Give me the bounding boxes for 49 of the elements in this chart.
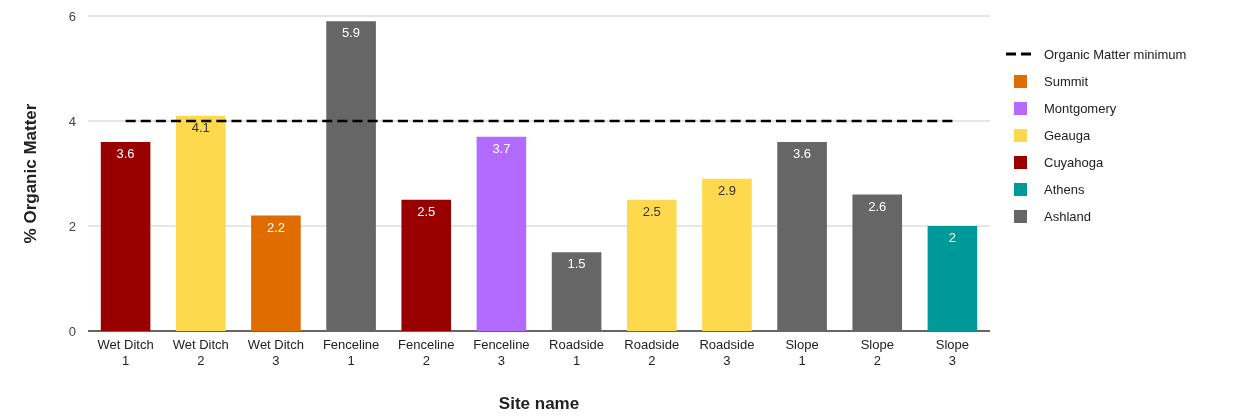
bar — [401, 199, 452, 331]
legend-label: Montgomery — [1044, 100, 1117, 116]
data-label: 3.7 — [492, 140, 511, 156]
x-tick-label: Roadside 2 — [624, 337, 680, 368]
x-tick-label: Wet Ditch 2 — [172, 337, 229, 368]
x-tick-label: Fenceline 2 — [398, 337, 455, 368]
bar — [100, 142, 151, 331]
x-tick-label: Slope 1 — [785, 337, 819, 368]
data-label: 2.2 — [266, 219, 285, 235]
x-tick-label: Slope 3 — [935, 337, 970, 368]
x-tick-label: Fenceline 3 — [473, 337, 530, 368]
x-tick-label: Fenceline 1 — [322, 337, 380, 368]
y-tick-label: 6 — [68, 8, 76, 24]
bar — [175, 115, 226, 331]
legend-label: Organic Matter minimum — [1044, 46, 1187, 62]
data-label: 2.6 — [868, 198, 887, 214]
legend-label: Summit — [1044, 73, 1089, 89]
legend-label: Cuyahoga — [1044, 154, 1105, 170]
bar — [626, 199, 677, 331]
x-tick-label: Wet Ditch 3 — [247, 337, 304, 368]
bar — [702, 178, 752, 331]
data-label: 2.9 — [717, 182, 736, 198]
bar — [251, 215, 301, 331]
bar — [476, 136, 527, 331]
legend-label: Geauga — [1044, 127, 1092, 143]
y-tick-label: 0 — [68, 323, 76, 339]
legend-label: Ashland — [1044, 208, 1091, 224]
y-tick-label: 4 — [68, 113, 76, 129]
bar — [326, 21, 376, 331]
y-tick-label: 2 — [68, 218, 76, 234]
x-axis-title: Site name — [498, 394, 580, 413]
x-tick-label: Roadside 1 — [549, 337, 605, 368]
data-label: 1.5 — [567, 256, 586, 272]
data-label: 2.5 — [417, 203, 436, 219]
x-tick-label: Roadside 3 — [699, 337, 755, 368]
legend-label: Athens — [1044, 181, 1085, 197]
data-label: 2 — [948, 230, 957, 245]
data-label: 2.5 — [642, 203, 661, 219]
bar — [777, 142, 827, 331]
x-tick-label: Slope 2 — [860, 337, 894, 368]
data-label: 5.9 — [342, 25, 361, 41]
x-tick-label: Wet Ditch 1 — [97, 337, 154, 368]
bar — [927, 226, 978, 331]
bar — [852, 194, 903, 331]
data-label: 3.6 — [116, 146, 135, 161]
data-label: 4.1 — [191, 119, 210, 135]
bar — [551, 252, 602, 331]
data-label: 3.6 — [793, 146, 812, 161]
y-axis-title: % Organic Matter — [21, 103, 40, 244]
